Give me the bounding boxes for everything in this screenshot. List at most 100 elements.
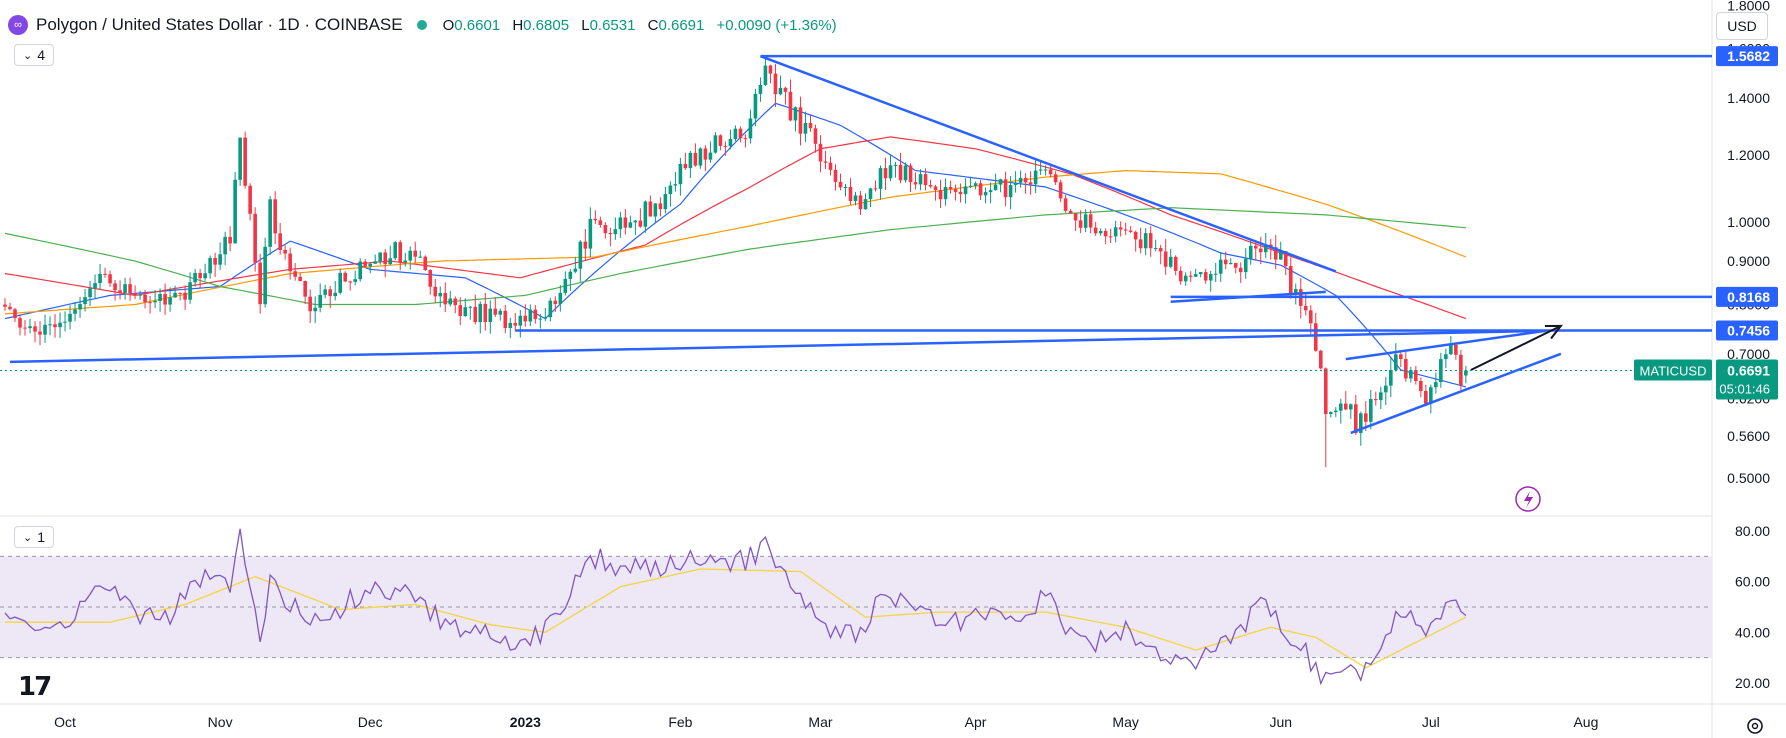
candle [888, 153, 893, 182]
candle-body [878, 168, 883, 189]
candle [38, 321, 42, 346]
candle [803, 111, 808, 142]
candle [913, 172, 918, 190]
candle [658, 197, 663, 217]
candle-body [858, 195, 863, 210]
rsi-tick-label: 20.00 [1735, 675, 1770, 691]
candle-body [1048, 169, 1053, 175]
candle [118, 280, 122, 300]
level-price-label: 0.8168 [1727, 289, 1770, 305]
candle [1163, 239, 1168, 275]
candle-body [368, 263, 373, 267]
candle [233, 172, 237, 244]
candle-body [1088, 214, 1093, 228]
candle-body [868, 188, 873, 200]
symbol-header: ∞ Polygon / United States Dollar · 1D · … [8, 10, 845, 40]
candle [1038, 160, 1043, 175]
candle [873, 180, 878, 192]
price-tick-label: 0.5000 [1727, 470, 1770, 486]
candle [23, 320, 27, 336]
candle-body [1143, 233, 1148, 249]
rsi-pane-toggle[interactable]: ⌄ 1 [14, 526, 54, 548]
candle [53, 314, 57, 338]
candle-body [543, 317, 548, 319]
candle [853, 191, 858, 206]
candle [1158, 244, 1163, 265]
candle [363, 259, 368, 269]
candle-body [83, 297, 87, 305]
candle [113, 279, 117, 301]
candle-body [443, 292, 448, 305]
candle-body [1138, 239, 1143, 249]
candle [633, 220, 638, 236]
candle [643, 200, 648, 233]
candle-body [823, 161, 828, 163]
candle [493, 297, 498, 317]
candle-body [1293, 289, 1298, 293]
candle-body [818, 143, 823, 162]
candle-body [363, 261, 368, 267]
candle-body [783, 87, 788, 92]
candle [1318, 349, 1323, 370]
candle-body [238, 137, 242, 180]
candle [213, 252, 217, 278]
candle-body [418, 256, 423, 258]
candle [1033, 160, 1038, 194]
candle-body [498, 310, 503, 315]
candle [893, 161, 898, 178]
candle [1153, 239, 1158, 252]
candle-body [248, 185, 252, 214]
candle-body [1434, 382, 1438, 388]
candle-body [753, 93, 758, 119]
candle [408, 246, 413, 270]
candle [423, 255, 428, 271]
indicator-count: 4 [37, 47, 45, 63]
candle [48, 316, 52, 336]
candle-body [1038, 169, 1043, 171]
chevron-down-icon: ⌄ [22, 49, 33, 62]
indicators-toggle[interactable]: ⌄ 4 [14, 44, 54, 66]
candle-body [943, 186, 948, 200]
candle-body [793, 107, 798, 121]
candle [1128, 226, 1133, 234]
candle [823, 150, 828, 169]
time-axis: Oct Nov Dec 2023 Feb Mar Apr May Jun Jul Aug [54, 714, 1763, 734]
candle-body [468, 306, 473, 308]
candle-body [1208, 274, 1213, 281]
candle [283, 245, 287, 260]
candle [248, 183, 252, 221]
candle-body [523, 315, 528, 322]
candle [273, 191, 277, 245]
candle [1008, 176, 1013, 210]
candle-body [1323, 368, 1328, 414]
candle [673, 172, 678, 192]
candle [63, 311, 67, 332]
candle [163, 283, 167, 315]
candle-body [843, 186, 848, 188]
candle [638, 208, 643, 228]
candle [1113, 220, 1118, 243]
moving-averages [4, 102, 1467, 388]
candle-body [1409, 370, 1413, 379]
candle-body [383, 252, 388, 265]
candle-body [263, 246, 267, 305]
candle-body [643, 201, 648, 227]
candle [768, 64, 773, 84]
tradingview-logo: 17 [18, 672, 52, 702]
candle-body [638, 220, 643, 227]
currency-selector[interactable]: USD [1716, 12, 1768, 40]
candle [473, 294, 478, 325]
candle [723, 141, 728, 156]
candle [1088, 209, 1093, 234]
candle-body [573, 268, 578, 272]
candle [468, 305, 473, 320]
rsi-pane [0, 528, 1712, 686]
price-tick-label: 1.4000 [1727, 90, 1770, 106]
symbol-title[interactable]: Polygon / United States Dollar · 1D · CO… [36, 15, 403, 34]
candle [313, 296, 317, 324]
candle-body [123, 284, 127, 293]
candle [478, 301, 483, 334]
candle-body [483, 303, 488, 323]
candle [508, 317, 513, 339]
